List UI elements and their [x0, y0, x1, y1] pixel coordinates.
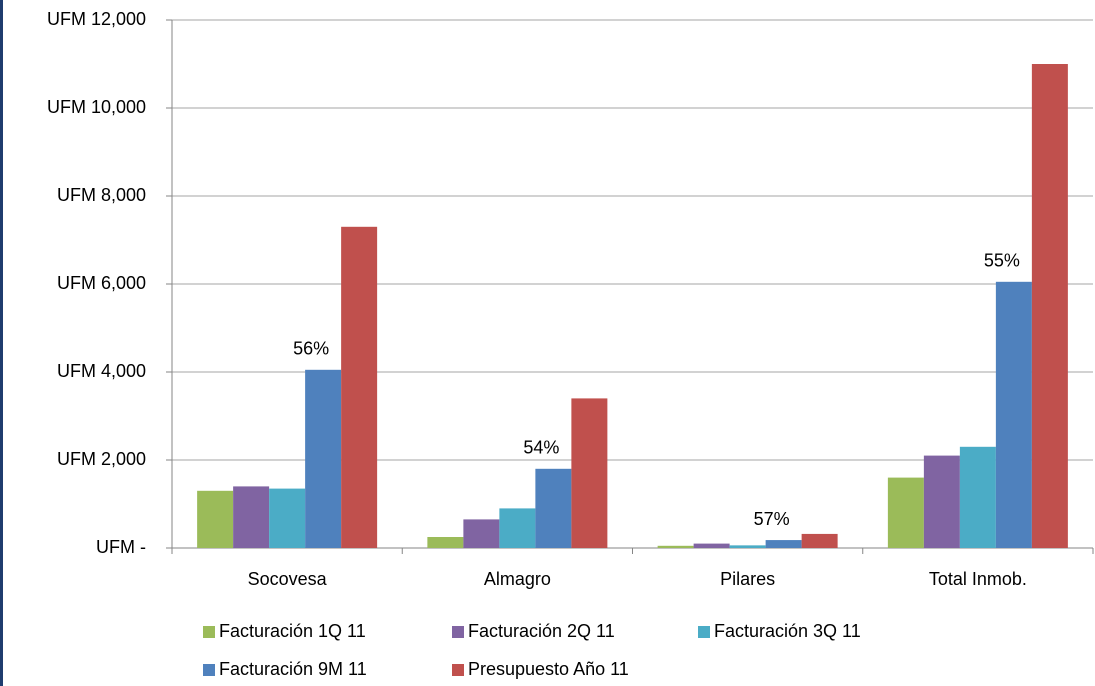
- legend-label: Facturación 3Q 11: [714, 621, 861, 641]
- annotation: 55%: [984, 251, 1020, 271]
- x-tick-label: Total Inmob.: [929, 569, 1027, 589]
- bar: [535, 468, 572, 548]
- bar: [801, 533, 838, 548]
- bar: [305, 369, 342, 548]
- x-tick-label: Socovesa: [248, 569, 328, 589]
- legend-swatch: [203, 626, 215, 638]
- bar: [197, 490, 234, 548]
- legend-swatch: [203, 664, 215, 676]
- legend-label: Facturación 1Q 11: [219, 621, 366, 641]
- bar: [959, 446, 996, 548]
- bar: [657, 545, 694, 548]
- annotation: 56%: [293, 339, 329, 359]
- bar: [427, 537, 464, 548]
- legend-label: Facturación 2Q 11: [468, 621, 615, 641]
- bar: [887, 477, 924, 548]
- x-tick-label: Almagro: [484, 569, 551, 589]
- bar: [233, 486, 270, 548]
- y-tick-label: UFM 8,000: [57, 185, 146, 205]
- legend-swatch: [452, 626, 464, 638]
- legend-label: Facturación 9M 11: [219, 659, 367, 679]
- y-tick-label: UFM 6,000: [57, 273, 146, 293]
- bar: [571, 398, 608, 548]
- y-tick-label: UFM -: [96, 537, 146, 557]
- y-tick-label: UFM 10,000: [47, 97, 146, 117]
- bar: [765, 540, 802, 548]
- bar: [269, 488, 306, 548]
- bar: [499, 508, 536, 548]
- annotation: 54%: [523, 438, 559, 458]
- bar: [341, 226, 378, 549]
- bar: [995, 281, 1032, 548]
- frame-edge: [0, 0, 3, 686]
- bar: [693, 543, 730, 548]
- bar: [923, 455, 960, 548]
- y-tick-label: UFM 2,000: [57, 449, 146, 469]
- y-tick-label: UFM 4,000: [57, 361, 146, 381]
- x-tick-label: Pilares: [720, 569, 775, 589]
- legend-label: Presupuesto Año 11: [468, 659, 629, 679]
- bar: [729, 545, 766, 548]
- annotation: 57%: [754, 509, 790, 529]
- y-tick-label: UFM 12,000: [47, 9, 146, 29]
- bar: [1031, 64, 1068, 548]
- bar: [463, 519, 500, 548]
- legend-swatch: [698, 626, 710, 638]
- legend-swatch: [452, 664, 464, 676]
